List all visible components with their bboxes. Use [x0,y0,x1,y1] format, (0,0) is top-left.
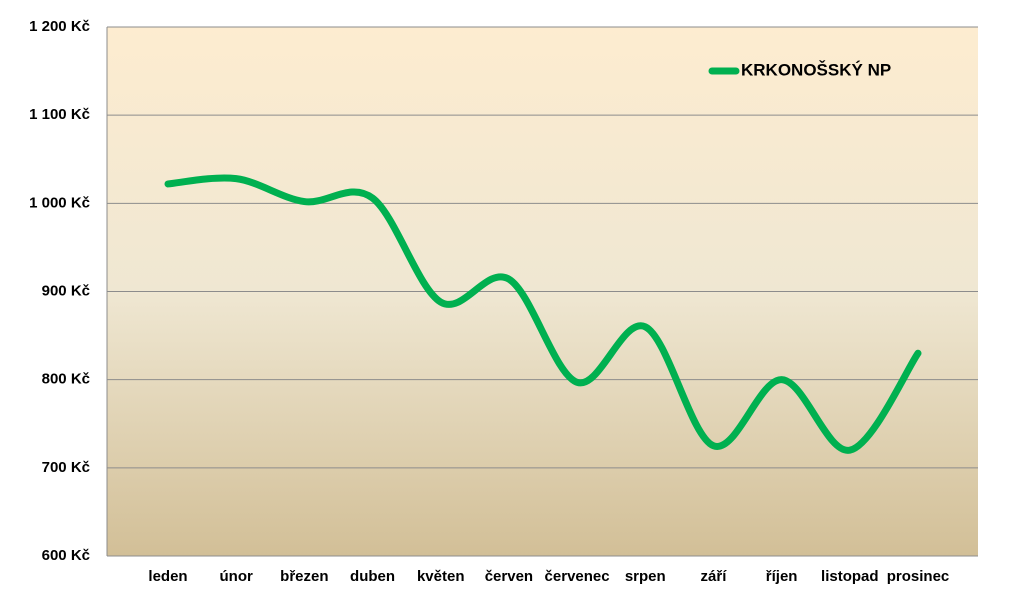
y-tick-label: 700 Kč [42,459,90,476]
y-tick-label: 800 Kč [42,371,90,388]
x-tick-label: duben [350,568,395,585]
x-tick-label: březen [280,568,328,585]
x-tick-label: říjen [766,568,798,585]
x-tick-label: listopad [821,568,879,585]
series-line [164,174,922,454]
y-tick-label: 1 200 Kč [29,18,90,35]
x-tick-label: leden [148,568,187,585]
x-tick-label: září [701,568,728,585]
y-tick-label: 900 Kč [42,282,90,299]
y-tick-label: 1 100 Kč [29,106,90,123]
x-tick-label: prosinec [887,568,950,585]
legend-label: KRKONOŠSKÝ NP [741,60,891,79]
y-tick-label: 600 Kč [42,547,90,564]
x-tick-label: srpen [625,568,666,585]
x-tick-label: červenec [545,568,610,585]
x-tick-label: květen [417,568,465,585]
x-tick-label: červen [485,568,533,585]
y-tick-label: 1 000 Kč [29,194,90,211]
x-tick-label: únor [220,568,253,585]
